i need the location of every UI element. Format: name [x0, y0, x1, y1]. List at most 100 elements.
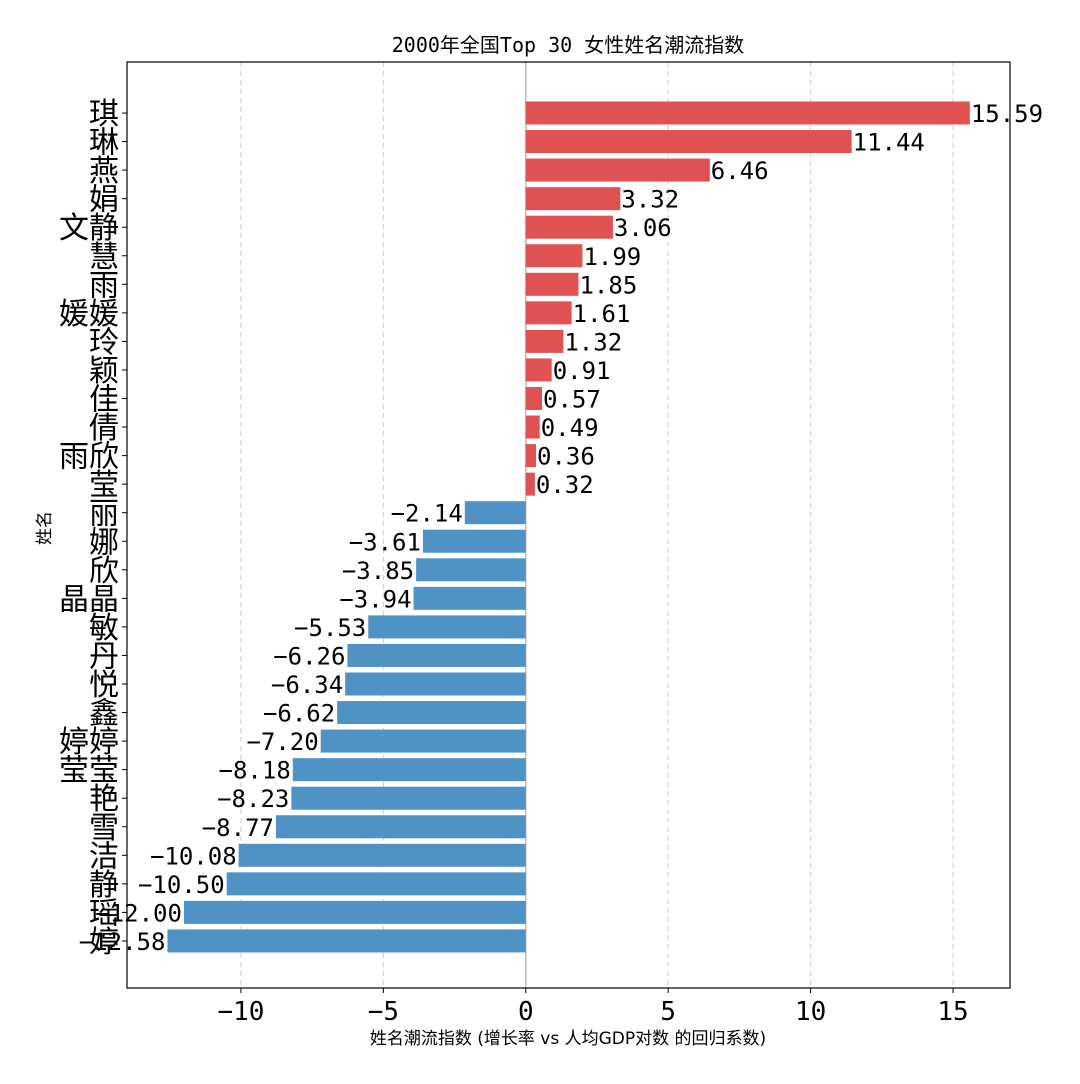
bar — [525, 272, 579, 296]
y-tick-label: 玲 — [89, 325, 119, 360]
y-tick-label: 晶晶 — [59, 582, 119, 617]
bar — [525, 244, 583, 268]
y-tick-label: 悦 — [89, 668, 119, 703]
bar — [525, 301, 572, 325]
bar-value-label: −5.53 — [294, 614, 366, 642]
y-tick-label: 慧 — [89, 240, 119, 275]
bar-value-label: 1.85 — [579, 271, 637, 299]
bar-value-label: 0.36 — [537, 443, 595, 471]
y-tick-label: 媛媛 — [59, 297, 119, 332]
bar — [337, 701, 526, 725]
bar-value-label: −3.61 — [349, 528, 421, 556]
bar-value-label: −12.00 — [95, 899, 182, 927]
bar — [422, 529, 526, 553]
bar — [525, 472, 535, 496]
bar — [292, 758, 526, 782]
bar-value-label: 1.99 — [583, 243, 641, 271]
value-label-layer: 15.5911.446.463.323.061.991.851.611.320.… — [79, 100, 1043, 956]
y-tick-label: 丽 — [89, 497, 119, 532]
y-tick-label: 婷婷 — [59, 725, 119, 760]
x-tick-label: 15 — [937, 997, 968, 1027]
bar-value-label: 6.46 — [711, 157, 769, 185]
y-tick-label: 雪 — [89, 811, 119, 846]
bar-value-label: 3.06 — [614, 214, 672, 242]
bar — [525, 387, 543, 410]
bar-value-label: −3.94 — [339, 585, 411, 613]
bar-value-label: 0.91 — [553, 357, 611, 385]
y-tick-label: 燕 — [89, 154, 119, 189]
x-tick-label: −10 — [217, 997, 264, 1027]
y-tick-label: 文静 — [59, 211, 119, 246]
bar-value-label: −3.85 — [342, 557, 414, 585]
bar — [413, 586, 526, 610]
bar — [525, 415, 540, 439]
bar — [226, 872, 526, 896]
y-tick-label: 娜 — [89, 525, 119, 560]
y-tick-label: 颖 — [89, 354, 119, 389]
bar — [183, 900, 526, 924]
bar-value-label: −6.62 — [263, 700, 335, 728]
y-tick-label: 莹莹 — [59, 754, 119, 789]
y-tick-label: 莹 — [89, 468, 119, 503]
bar-value-label: 0.49 — [541, 414, 599, 442]
y-tick-label: 瑶 — [89, 896, 119, 931]
bar-value-label: 11.44 — [853, 129, 925, 157]
bar-value-label: −2.14 — [391, 500, 463, 528]
y-tick-label: 丹 — [89, 639, 119, 674]
y-tick-label: 琪 — [89, 97, 119, 132]
y-tick-label: 敏 — [89, 611, 119, 646]
bar — [291, 786, 526, 810]
y-tick-label: 鑫 — [89, 697, 119, 732]
bar — [347, 643, 526, 667]
x-tick-label: 0 — [518, 997, 534, 1027]
bar — [525, 444, 537, 468]
bar-value-label: 0.57 — [543, 386, 601, 414]
bar-value-label: −8.23 — [217, 785, 289, 813]
y-axis-label: 姓名 — [35, 511, 55, 545]
bar — [238, 843, 526, 867]
bar-value-label: 1.32 — [564, 328, 622, 356]
bar-value-label: 3.32 — [621, 186, 679, 214]
x-tick-layer: −10 −5 0 5 10 15 — [217, 988, 969, 1027]
y-tick-label: 倩 — [89, 411, 119, 446]
bar-value-label: −10.08 — [150, 842, 237, 870]
y-tick-label: 洁 — [89, 839, 119, 874]
bar — [525, 329, 564, 353]
y-tick-label: 佳 — [89, 383, 119, 418]
plot-frame — [126, 61, 1011, 989]
y-tick-label: 雨 — [89, 268, 119, 303]
x-tick-label: 5 — [660, 997, 676, 1027]
bar — [525, 101, 970, 125]
bar-value-label: 1.61 — [573, 300, 631, 328]
y-tick-label: 静 — [89, 868, 119, 903]
x-tick-label: 10 — [795, 997, 826, 1027]
bar-value-label: 15.59 — [971, 100, 1043, 128]
x-tick-label: −5 — [368, 997, 399, 1027]
bar-value-label: −8.18 — [219, 757, 291, 785]
bar — [525, 358, 552, 382]
chart-title: 2000年全国Top 30 女性姓名潮流指数 — [392, 33, 744, 57]
bar — [525, 130, 852, 154]
bar-value-label: −6.26 — [273, 642, 345, 670]
bar-value-label: −8.77 — [202, 814, 274, 842]
y-tick-label: 雨欣 — [59, 440, 119, 475]
bar-value-label: −7.20 — [246, 728, 318, 756]
x-axis-label: 姓名潮流指数 (增长率 vs 人均GDP对数 的回归系数) — [370, 1029, 766, 1049]
bar — [416, 558, 526, 582]
bar — [345, 672, 526, 696]
bar — [525, 215, 613, 239]
y-tick-label: 婷 — [89, 925, 119, 960]
y-tick-label: 娟 — [89, 183, 119, 218]
bar-value-label: −10.50 — [138, 871, 225, 899]
bar — [464, 501, 526, 525]
bar — [320, 729, 526, 753]
bar — [525, 158, 710, 182]
bar-value-label: −6.34 — [271, 671, 343, 699]
bar — [275, 815, 526, 839]
bar-value-label: −12.58 — [79, 928, 166, 956]
y-tick-label: 琳 — [89, 126, 119, 161]
bar-layer — [167, 101, 970, 953]
y-tick-label: 欣 — [89, 554, 119, 589]
